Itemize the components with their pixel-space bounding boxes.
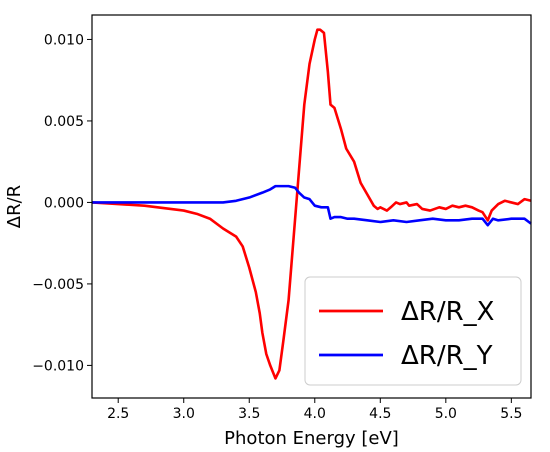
y-tick-label: −0.005 bbox=[32, 277, 84, 293]
x-axis-label: Photon Energy [eV] bbox=[224, 428, 399, 449]
legend-label: ΔR/R_X bbox=[401, 297, 495, 327]
x-tick-label: 4.0 bbox=[304, 406, 326, 422]
x-tick-label: 5.0 bbox=[435, 406, 457, 422]
y-axis-label: ΔR/R bbox=[4, 185, 25, 228]
x-tick-label: 2.5 bbox=[107, 406, 129, 422]
x-tick-label: 5.5 bbox=[500, 406, 522, 422]
series-layer bbox=[91, 28, 532, 380]
series-line-y bbox=[92, 184, 532, 227]
legend-label: ΔR/R_Y bbox=[401, 341, 493, 371]
y-tick-label: 0.010 bbox=[44, 32, 84, 48]
y-tick-label: −0.010 bbox=[32, 358, 84, 374]
x-axis-ticks: 2.5 3.0 3.5 4.0 4.5 5.0 5.5 bbox=[107, 398, 522, 422]
x-tick-label: 4.5 bbox=[369, 406, 391, 422]
x-tick-label: 3.0 bbox=[173, 406, 195, 422]
x-tick-label: 3.5 bbox=[238, 406, 260, 422]
legend-box bbox=[304, 276, 522, 386]
legend: ΔR/R_X ΔR/R_Y bbox=[304, 276, 522, 386]
y-tick-label: 0.005 bbox=[44, 114, 84, 130]
y-axis-ticks: −0.010 −0.005 0.000 0.005 0.010 bbox=[32, 32, 92, 374]
series-line-x bbox=[91, 28, 532, 380]
y-tick-label: 0.000 bbox=[44, 195, 84, 211]
axes-frame bbox=[91, 14, 532, 399]
